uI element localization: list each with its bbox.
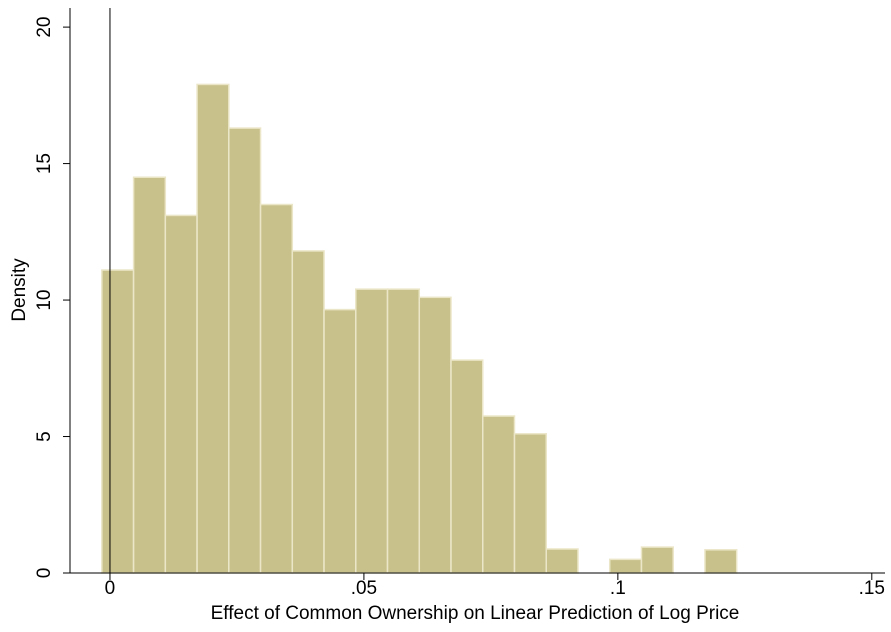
bar <box>704 549 738 574</box>
bar <box>323 308 357 574</box>
x-tick-label: .15 <box>859 578 885 599</box>
x-tick-label: .1 <box>610 578 626 599</box>
bar <box>259 203 294 574</box>
bar <box>513 433 547 574</box>
bar <box>291 250 325 574</box>
x-tick-label: 0 <box>105 578 116 599</box>
bar <box>608 558 643 574</box>
bar <box>450 359 484 574</box>
bar <box>545 548 579 574</box>
bar <box>386 288 421 574</box>
bar <box>196 83 230 574</box>
y-tick-label: 5 <box>34 431 55 442</box>
bar <box>355 288 389 574</box>
bar <box>418 296 452 574</box>
bar <box>164 214 198 574</box>
bar <box>132 176 167 574</box>
bar <box>101 269 135 574</box>
x-tick-label: .05 <box>351 578 377 599</box>
y-tick-label: 0 <box>34 568 55 579</box>
y-axis-title: Density <box>9 258 30 322</box>
y-tick-label: 10 <box>34 289 55 310</box>
bar <box>228 127 262 574</box>
y-tick-label: 20 <box>34 17 55 38</box>
bar <box>640 546 674 574</box>
y-tick-label: 15 <box>34 153 55 174</box>
bar <box>482 415 516 574</box>
x-axis-title: Effect of Common Ownership on Linear Pre… <box>211 603 740 624</box>
